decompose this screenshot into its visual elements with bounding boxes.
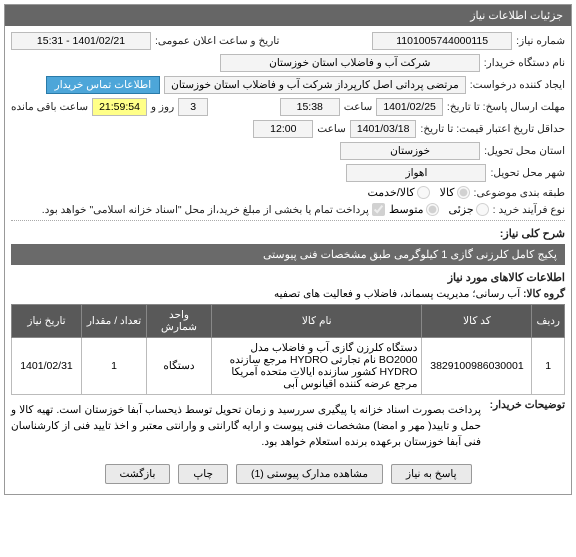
remaining-label: ساعت باقی مانده bbox=[11, 101, 88, 113]
treasury-checkbox bbox=[372, 203, 385, 216]
radio-goods bbox=[457, 186, 470, 199]
buyer-org-label: نام دستگاه خریدار: bbox=[484, 57, 565, 69]
summary-text: پکیج کامل کلرزنی گازی 1 کیلوگرمی طبق مشخ… bbox=[11, 244, 565, 265]
requester-value: مرتضی پرداتی اصل کارپرداز شرکت آب و فاضل… bbox=[164, 76, 466, 94]
cell-row: 1 bbox=[532, 338, 565, 395]
back-button[interactable]: بازگشت bbox=[105, 464, 171, 484]
days-remaining: 3 bbox=[178, 98, 208, 116]
th-unit: واحد شمارش bbox=[147, 305, 212, 338]
contact-buyer-button[interactable]: اطلاعات تماس خریدار bbox=[46, 76, 160, 94]
min-time-label: ساعت bbox=[317, 123, 346, 135]
need-no-label: شماره نیاز: bbox=[516, 35, 565, 47]
need-no-value: 1101005744000115 bbox=[372, 32, 512, 50]
need-details-panel: جزئیات اطلاعات نیاز شماره نیاز: 11010057… bbox=[4, 4, 572, 495]
category-radio-group: کالا کالا/خدمت bbox=[367, 186, 469, 199]
days-label: روز و bbox=[151, 101, 174, 113]
min-validity-time: 12:00 bbox=[253, 120, 313, 138]
deadline-time: 15:38 bbox=[280, 98, 340, 116]
countdown-timer: 21:59:54 bbox=[92, 98, 147, 116]
cell-name: دستگاه کلرزن گازی آب و فاضلاب مدل BO2000… bbox=[212, 338, 422, 395]
attachments-button[interactable]: مشاهده مدارک پیوستی (1) bbox=[236, 464, 383, 484]
min-validity-label: حداقل تاریخ اعتبار قیمت: تا تاریخ: bbox=[420, 123, 565, 135]
province-label: استان محل تحویل: bbox=[484, 145, 565, 157]
radio-service-label: کالا/خدمت bbox=[367, 186, 414, 199]
deadline-time-label: ساعت bbox=[344, 101, 373, 113]
radio-low bbox=[476, 203, 489, 216]
treasury-note: پرداخت تمام یا بخشی از مبلغ خرید،از محل … bbox=[42, 204, 369, 216]
action-buttons: پاسخ به نیاز مشاهده مدارک پیوستی (1) چاپ… bbox=[11, 464, 565, 484]
notes-label: توضیحات خریدار: bbox=[485, 399, 565, 411]
city-label: شهر محل تحویل: bbox=[490, 167, 565, 179]
process-radio-group: جزئی متوسط bbox=[389, 203, 489, 216]
th-name: نام کالا bbox=[212, 305, 422, 338]
group-value: آب رسانی؛ مدیریت پسماند، فاضلاب و فعالیت… bbox=[274, 288, 520, 300]
radio-mid bbox=[426, 203, 439, 216]
panel-title: جزئیات اطلاعات نیاز bbox=[5, 5, 571, 26]
notes-text: پرداخت بصورت اسناد خزانه یا پیگیری سررسی… bbox=[11, 403, 481, 450]
th-qty: تعداد / مقدار bbox=[82, 305, 147, 338]
cell-unit: دستگاه bbox=[147, 338, 212, 395]
province-value: خوزستان bbox=[340, 142, 480, 160]
min-validity-date: 1401/03/18 bbox=[350, 120, 417, 138]
radio-service bbox=[417, 186, 430, 199]
radio-low-label: جزئی bbox=[449, 203, 474, 216]
category-label: طبقه بندی موضوعی: bbox=[474, 187, 565, 199]
table-row: 1 3829100986030001 دستگاه کلرزن گازی آب … bbox=[12, 338, 565, 395]
summary-label: شرح کلی نیاز: bbox=[11, 227, 565, 240]
requester-label: ایجاد کننده درخواست: bbox=[470, 79, 565, 91]
city-value: اهواز bbox=[346, 164, 486, 182]
cell-date: 1401/02/31 bbox=[12, 338, 82, 395]
items-section-title: اطلاعات کالاهای مورد نیاز bbox=[11, 271, 565, 284]
deadline-label: مهلت ارسال پاسخ: تا تاریخ: bbox=[447, 101, 565, 113]
radio-goods-label: کالا bbox=[440, 186, 455, 199]
separator bbox=[11, 220, 565, 221]
deadline-date: 1401/02/25 bbox=[376, 98, 443, 116]
announce-value: 1401/02/21 - 15:31 bbox=[11, 32, 151, 50]
announce-label: تاریخ و ساعت اعلان عمومی: bbox=[155, 35, 279, 47]
items-table: ردیف کد کالا نام کالا واحد شمارش تعداد /… bbox=[11, 304, 565, 395]
cell-code: 3829100986030001 bbox=[422, 338, 532, 395]
print-button[interactable]: چاپ bbox=[178, 464, 228, 484]
process-label: نوع فرآیند خرید : bbox=[493, 204, 565, 216]
cell-qty: 1 bbox=[82, 338, 147, 395]
th-code: کد کالا bbox=[422, 305, 532, 338]
group-label: گروه کالا: bbox=[523, 288, 565, 300]
panel-body: شماره نیاز: 1101005744000115 تاریخ و ساع… bbox=[5, 26, 571, 494]
th-row: ردیف bbox=[532, 305, 565, 338]
table-header-row: ردیف کد کالا نام کالا واحد شمارش تعداد /… bbox=[12, 305, 565, 338]
radio-mid-label: متوسط bbox=[389, 203, 424, 216]
th-date: تاریخ نیاز bbox=[12, 305, 82, 338]
reply-button[interactable]: پاسخ به نیاز bbox=[391, 464, 471, 484]
buyer-org-value: شرکت آب و فاضلاب استان خوزستان bbox=[220, 54, 480, 72]
